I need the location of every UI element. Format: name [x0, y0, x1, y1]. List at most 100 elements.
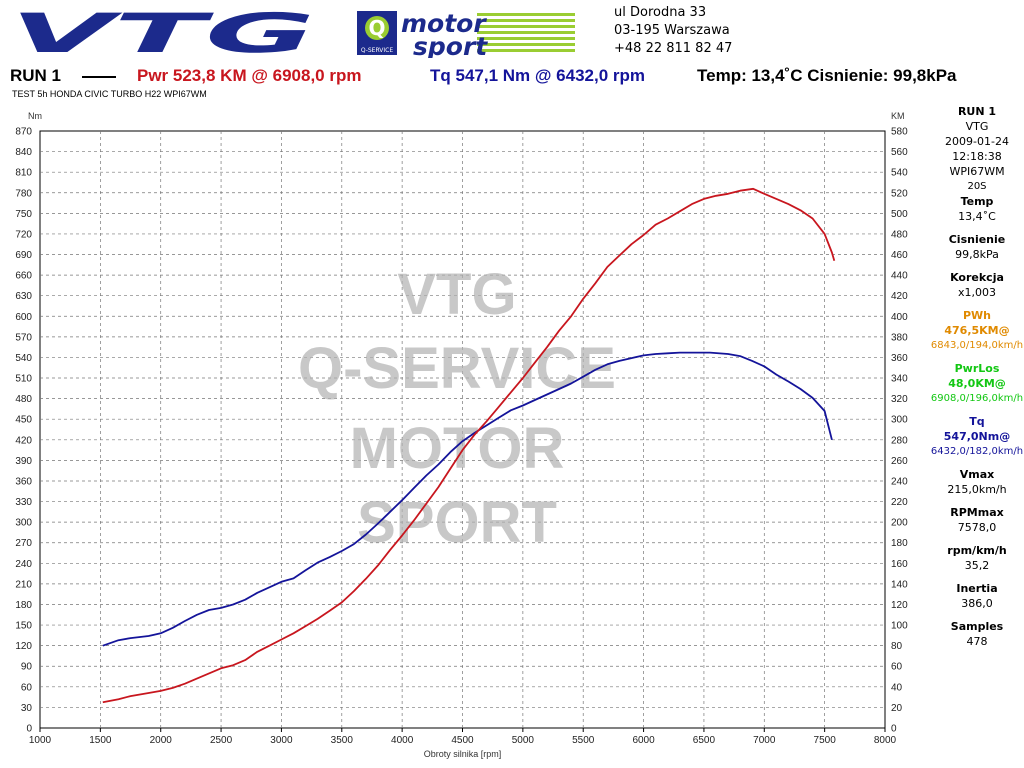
- y-tick-label-right: 320: [891, 394, 908, 405]
- watermark-text: SPORT: [357, 490, 557, 555]
- info-run: RUN 1: [957, 105, 997, 118]
- x-tick-label: 5000: [512, 735, 535, 746]
- motor-sport-logo: Q Q-SERVICE motor sport: [357, 9, 575, 58]
- info-name: VTG: [965, 120, 989, 133]
- info-pwh-detail: 6843,0/194,0km/h: [930, 340, 1024, 351]
- torque-peak-label: Tq 547,1 Nm @ 6432,0 rpm: [430, 66, 646, 85]
- y-tick-label-right: 460: [891, 250, 908, 261]
- conditions-label: Temp: 13,4˚C Cisnienie: 99,8kPa: [697, 66, 957, 85]
- y-tick-label-right: 240: [891, 476, 908, 487]
- plot-area: [39, 130, 886, 729]
- info-vmax-label: Vmax: [959, 468, 995, 481]
- info-date: 2009-01-24: [945, 135, 1009, 148]
- y-tick-label-left: 810: [15, 168, 32, 179]
- y-tick-label-left: 210: [15, 579, 32, 590]
- y-tick-label-right: 80: [891, 641, 903, 652]
- info-samples-label: Samples: [950, 620, 1004, 633]
- y-tick-label-left: 450: [15, 415, 32, 426]
- y-tick-label-right: 100: [891, 621, 908, 632]
- x-tick-label: 6000: [632, 735, 655, 746]
- y-tick-label-left: 60: [21, 682, 33, 693]
- y-tick-label-right: 200: [891, 518, 908, 529]
- y-tick-label-left: 120: [15, 641, 32, 652]
- x-tick-label: 5500: [572, 735, 595, 746]
- info-time: 12:18:38: [952, 150, 1002, 163]
- run-info-panel: RUN 1 VTG 2009-01-24 12:18:38 WPI67WM 20…: [930, 104, 1024, 649]
- info-pwrlos-detail: 6908,0/196,0km/h: [930, 393, 1024, 404]
- vtg-logo-text: VTG: [10, 8, 315, 58]
- y-tick-label-right: 400: [891, 312, 908, 323]
- x-tick-label: 2500: [210, 735, 233, 746]
- info-plate: WPI67WM: [949, 165, 1005, 178]
- y-tick-label-left: 330: [15, 497, 32, 508]
- y-tick-label-left: 390: [15, 456, 32, 467]
- y-tick-label-left: 570: [15, 332, 32, 343]
- y-tick-label-right: 0: [891, 724, 897, 735]
- y-tick-label-right: 40: [891, 682, 903, 693]
- y-tick-label-right: 140: [891, 579, 908, 590]
- y-tick-label-right: 280: [891, 435, 908, 446]
- y-tick-label-left: 870: [15, 127, 32, 138]
- y-tick-label-left: 750: [15, 209, 32, 220]
- info-code: 20S: [967, 181, 987, 192]
- test-subtitle: TEST 5h HONDA CIVIC TURBO H22 WPI67WM: [12, 89, 207, 99]
- info-pwh-label: PWh: [962, 309, 992, 322]
- x-tick-label: 4000: [391, 735, 414, 746]
- y-tick-label-left: 240: [15, 559, 32, 570]
- y-tick-label-right: 420: [891, 291, 908, 302]
- info-pwh-value: 476,5KM@: [944, 324, 1010, 337]
- x-tick-label: 1500: [89, 735, 112, 746]
- y-axis-label-left: Nm: [28, 111, 42, 121]
- info-correction-value: x1,003: [957, 286, 996, 299]
- y-tick-label-right: 220: [891, 497, 908, 508]
- y-tick-label-left: 510: [15, 374, 32, 385]
- address-street: ul Dorodna 33: [614, 5, 707, 20]
- y-tick-label-right: 520: [891, 188, 908, 199]
- info-pwrlos-label: PwrLos: [954, 362, 1000, 375]
- y-tick-label-right: 500: [891, 209, 908, 220]
- x-tick-label: 4500: [451, 735, 474, 746]
- motor-logo-text: motor: [401, 9, 487, 38]
- y-tick-label-right: 120: [891, 600, 908, 611]
- sport-logo-text: sport: [413, 32, 488, 58]
- info-pressure-label: Cisnienie: [948, 233, 1006, 246]
- x-axis-label: Obroty silnika [rpm]: [424, 749, 502, 759]
- address-phone: +48 22 811 82 47: [614, 41, 733, 56]
- qservice-logo-text: Q-SERVICE: [361, 47, 394, 54]
- power-curve: [102, 187, 836, 704]
- x-tick-label: 6500: [693, 735, 716, 746]
- y-tick-label-left: 540: [15, 353, 32, 364]
- info-ratio-label: rpm/km/h: [947, 544, 1007, 557]
- y-tick-label-left: 0: [26, 724, 32, 735]
- power-peak-label: Pwr 523,8 KM @ 6908,0 rpm: [137, 66, 362, 85]
- y-tick-label-left: 150: [15, 621, 32, 632]
- y-tick-label-right: 480: [891, 229, 908, 240]
- info-pwrlos-value: 48,0KM@: [948, 377, 1006, 390]
- x-tick-label: 3000: [270, 735, 293, 746]
- watermark-text: MOTOR: [350, 416, 565, 481]
- info-tq-detail: 6432,0/182,0km/h: [930, 446, 1024, 457]
- y-tick-label-right: 380: [891, 332, 908, 343]
- x-tick-label: 1000: [29, 735, 52, 746]
- y-tick-label-right: 260: [891, 456, 908, 467]
- y-tick-label-left: 480: [15, 394, 32, 405]
- y-tick-label-left: 840: [15, 147, 32, 158]
- y-tick-label-left: 630: [15, 291, 32, 302]
- x-tick-label: 2000: [150, 735, 173, 746]
- info-temp-label: Temp: [960, 195, 994, 208]
- y-tick-label-right: 540: [891, 168, 908, 179]
- x-tick-label: 8000: [874, 735, 897, 746]
- y-tick-label-left: 690: [15, 250, 32, 261]
- y-tick-label-left: 180: [15, 600, 32, 611]
- torque-curve: [102, 351, 833, 647]
- svg-text:Q: Q: [368, 16, 385, 40]
- info-rpmmax-label: RPMmax: [950, 506, 1004, 519]
- y-tick-label-right: 580: [891, 127, 908, 138]
- x-tick-label: 7000: [753, 735, 776, 746]
- y-tick-label-left: 360: [15, 476, 32, 487]
- watermark-text: VTG: [397, 262, 516, 327]
- x-tick-label: 7500: [814, 735, 837, 746]
- y-tick-label-right: 360: [891, 353, 908, 364]
- info-vmax-value: 215,0km/h: [947, 483, 1007, 496]
- x-tick-label: 3500: [331, 735, 354, 746]
